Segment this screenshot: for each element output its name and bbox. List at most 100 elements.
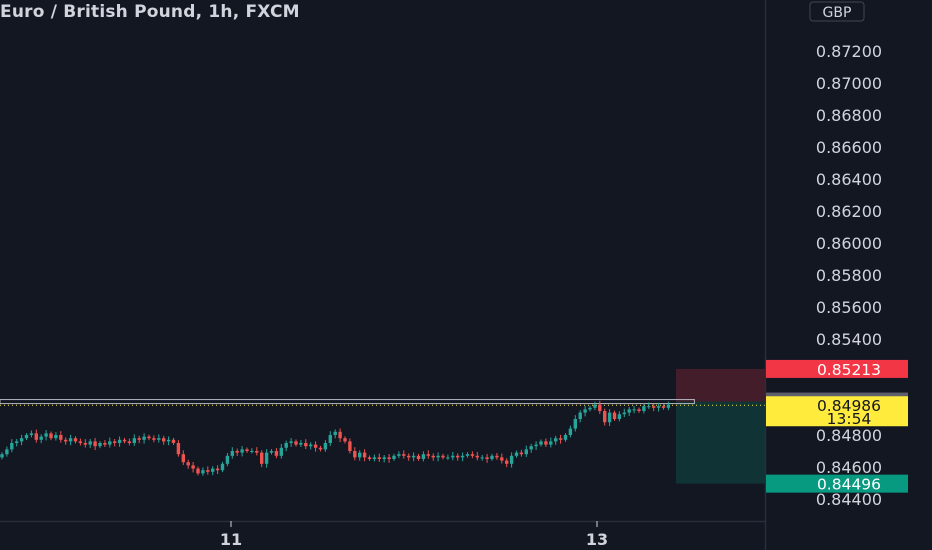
candle-body xyxy=(299,443,303,445)
candle-body xyxy=(519,452,524,455)
candle-body xyxy=(294,441,298,445)
candle-body xyxy=(529,446,533,450)
candle-body xyxy=(598,404,602,411)
candle-body xyxy=(470,454,475,456)
candle-body xyxy=(436,455,440,458)
candle-body xyxy=(211,468,215,472)
y-tick-label: 0.84800 xyxy=(816,426,882,445)
y-tick-label: 0.84600 xyxy=(816,458,882,477)
candle-body xyxy=(465,454,470,456)
candle-body xyxy=(426,454,430,456)
candle-body xyxy=(509,455,514,464)
candle-body xyxy=(255,451,259,453)
candle-body xyxy=(235,451,239,453)
x-tick-label: 11 xyxy=(220,530,242,549)
y-tick-label: 0.86200 xyxy=(816,202,882,221)
candle-body xyxy=(524,449,528,455)
candle-body xyxy=(196,468,200,474)
candle-body xyxy=(387,457,391,459)
candle-body xyxy=(54,435,58,439)
candle-body xyxy=(147,436,151,439)
candle-body xyxy=(441,455,445,458)
candle-body xyxy=(627,409,631,413)
candle-body xyxy=(88,441,92,445)
time-axis[interactable]: 11 13 xyxy=(220,521,608,549)
y-tick-label: 0.85600 xyxy=(816,298,882,317)
candle-body xyxy=(367,457,372,459)
candle-body xyxy=(642,406,646,411)
candle-body xyxy=(39,436,43,440)
candle-body xyxy=(514,452,519,456)
price-lines xyxy=(0,399,765,406)
candle-body xyxy=(132,438,136,443)
candle-body xyxy=(485,457,489,459)
candle-body xyxy=(171,439,176,443)
price-axis[interactable]: 0.87200 0.87000 0.86800 0.86600 0.86400 0.862… xyxy=(816,42,882,509)
candle-body xyxy=(323,443,328,450)
candle-body xyxy=(505,460,509,464)
resistance-line xyxy=(0,399,695,405)
candle-body xyxy=(362,452,367,458)
stop-loss-zone xyxy=(676,368,765,402)
currency-label: GBP xyxy=(823,5,852,21)
candle-body xyxy=(563,435,568,440)
currency-button[interactable]: GBP xyxy=(809,1,865,22)
candle-body xyxy=(583,409,587,413)
candle-body xyxy=(407,455,411,458)
chart-title: Euro / British Pound, 1h, FXCM xyxy=(0,2,300,22)
stop-loss-tag-value: 0.85213 xyxy=(817,361,881,379)
candle-body xyxy=(24,435,29,439)
candle-body xyxy=(328,435,332,443)
candle-body xyxy=(201,470,205,474)
candle-body xyxy=(431,455,435,458)
candle-body xyxy=(206,470,210,472)
current-price-tag-bg xyxy=(766,396,908,427)
candles xyxy=(0,400,671,476)
candle-body xyxy=(617,414,622,419)
candle-body xyxy=(603,411,607,423)
candle-body xyxy=(446,457,450,459)
candle-body xyxy=(554,438,558,442)
candle-body xyxy=(309,444,313,447)
candle-body xyxy=(49,433,53,439)
candle-body xyxy=(181,454,185,463)
candle-body xyxy=(279,447,283,456)
current-price-tag-value: 0.84986 xyxy=(817,397,881,415)
candle-body xyxy=(284,443,288,448)
candle-body xyxy=(78,441,83,443)
candle-body xyxy=(372,457,377,459)
candle-body xyxy=(289,441,293,443)
y-tick-label: 0.84400 xyxy=(816,490,882,509)
candle-body xyxy=(59,435,63,440)
candle-body xyxy=(456,455,460,458)
candle-body xyxy=(377,457,381,459)
position-tool[interactable] xyxy=(676,368,765,484)
candle-body xyxy=(490,455,494,459)
candle-body xyxy=(64,439,68,442)
candle-body xyxy=(225,455,230,464)
candle-body xyxy=(397,454,401,456)
candle-body xyxy=(333,431,337,435)
candle-body xyxy=(656,406,661,408)
y-tick-label: 0.85400 xyxy=(816,330,882,349)
y-tick-label: 0.86400 xyxy=(816,170,882,189)
candle-body xyxy=(260,452,264,464)
candle-body xyxy=(480,457,484,459)
candle-body xyxy=(29,433,34,435)
candle-body xyxy=(612,412,617,419)
take-profit-zone xyxy=(676,401,765,484)
candle-body xyxy=(220,463,225,471)
candle-body xyxy=(313,444,318,448)
candle-body xyxy=(593,404,597,408)
candle-body xyxy=(157,438,161,440)
y-tick-label: 0.86000 xyxy=(816,234,882,253)
candle-body xyxy=(108,441,112,445)
candle-body xyxy=(250,451,254,452)
candle-body xyxy=(632,409,636,411)
y-tick-label: 0.87200 xyxy=(816,42,882,61)
candle-body xyxy=(500,457,504,461)
candle-body xyxy=(534,444,538,447)
candle-body xyxy=(549,441,553,445)
candle-body xyxy=(637,409,641,411)
